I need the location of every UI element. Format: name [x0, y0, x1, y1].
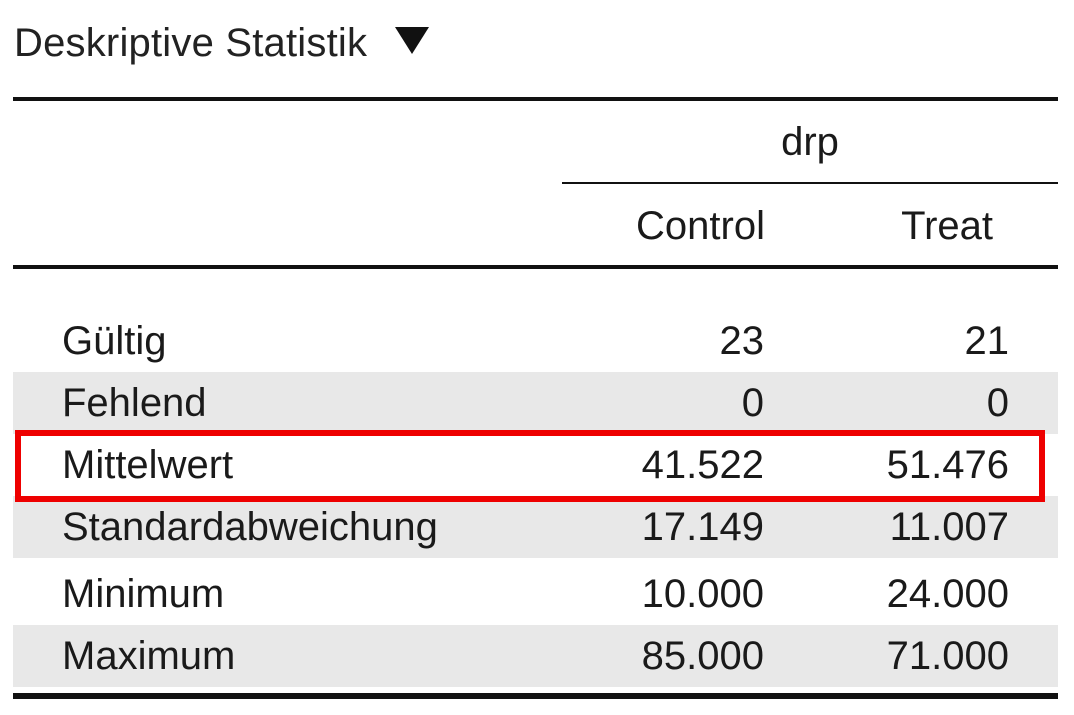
table-row: Mittelwert 41.522 51.476 [13, 434, 1058, 496]
cell-control: 85.000 [641, 634, 764, 678]
cell-control: 23 [719, 319, 765, 363]
row-label: Maximum [62, 634, 236, 678]
column-header-control: Control [636, 204, 765, 248]
table-top-rule [13, 97, 1058, 101]
table-row: Gültig 23 21 [13, 310, 1058, 372]
triangle-down-icon[interactable] [395, 26, 430, 54]
row-label: Minimum [62, 572, 225, 616]
cell-control: 0 [741, 381, 764, 425]
table-row: Fehlend 0 0 [13, 372, 1058, 434]
cell-control: 10.000 [641, 572, 764, 616]
cell-treat: 24.000 [886, 572, 1009, 616]
column-header-treat: Treat [901, 204, 993, 248]
cell-treat: 0 [986, 381, 1009, 425]
header-rule [13, 265, 1058, 269]
cell-treat: 11.007 [889, 505, 1009, 549]
group-rule [562, 182, 1058, 184]
table-bottom-rule [13, 693, 1058, 699]
cell-treat: 71.000 [886, 634, 1009, 678]
title-row: Deskriptive Statistik [14, 18, 430, 68]
row-label: Fehlend [62, 381, 207, 425]
row-label: Gültig [62, 319, 167, 363]
row-label: Mittelwert [62, 443, 234, 487]
table-row: Standardabweichung 17.149 11.007 [13, 496, 1058, 558]
column-group-label: drp [781, 120, 839, 164]
cell-control: 41.522 [641, 443, 764, 487]
cell-treat: 51.476 [886, 443, 1009, 487]
table-row: Maximum 85.000 71.000 [13, 625, 1058, 687]
table-row: Minimum 10.000 24.000 [13, 563, 1058, 625]
cell-treat: 21 [964, 319, 1010, 363]
cell-control: 17.149 [641, 505, 764, 549]
panel-title: Deskriptive Statistik [14, 20, 368, 65]
row-label: Standardabweichung [62, 505, 438, 549]
